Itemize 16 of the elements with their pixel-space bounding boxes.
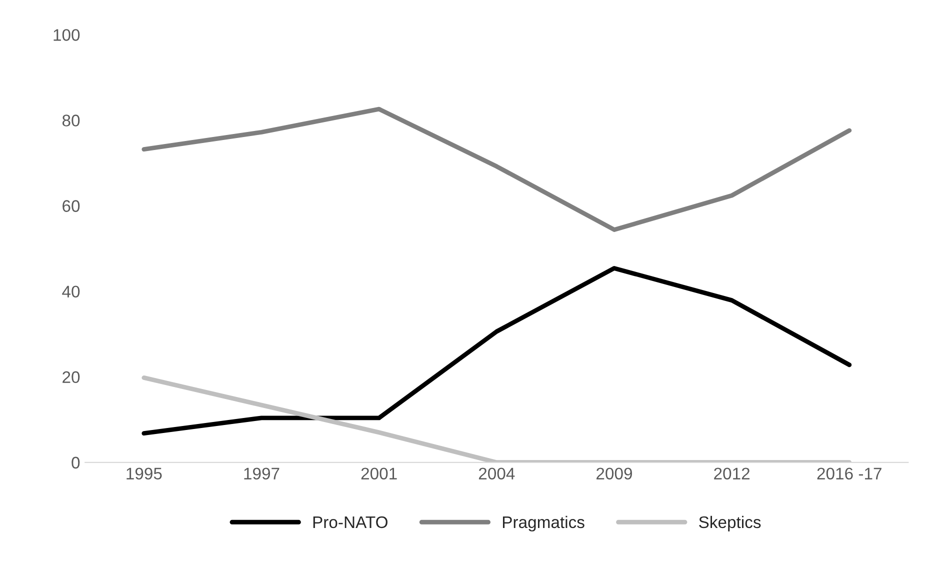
legend-label: Pro-NATO (313, 516, 388, 528)
legend-label: Pragmatics (502, 516, 584, 532)
legend-label: Skeptics (699, 516, 761, 532)
x-tick-label: 2016 -17 (817, 468, 882, 480)
x-tick-label: 1997 (244, 468, 280, 480)
y-tick-label: 40 (62, 286, 80, 298)
y-tick-label: 80 (62, 114, 80, 126)
y-tick-label: 100 (54, 29, 80, 41)
y-tick-label: 0 (72, 456, 80, 469)
x-tick-label: 2004 (478, 468, 515, 480)
y-tick-label: 20 (62, 371, 80, 384)
y-tick-label: 60 (62, 200, 80, 212)
x-tick-label: 2012 (714, 468, 750, 480)
x-tick-label: 2009 (596, 468, 632, 480)
x-tick-label: 2001 (361, 468, 397, 480)
x-tick-label: 1995 (126, 468, 162, 480)
